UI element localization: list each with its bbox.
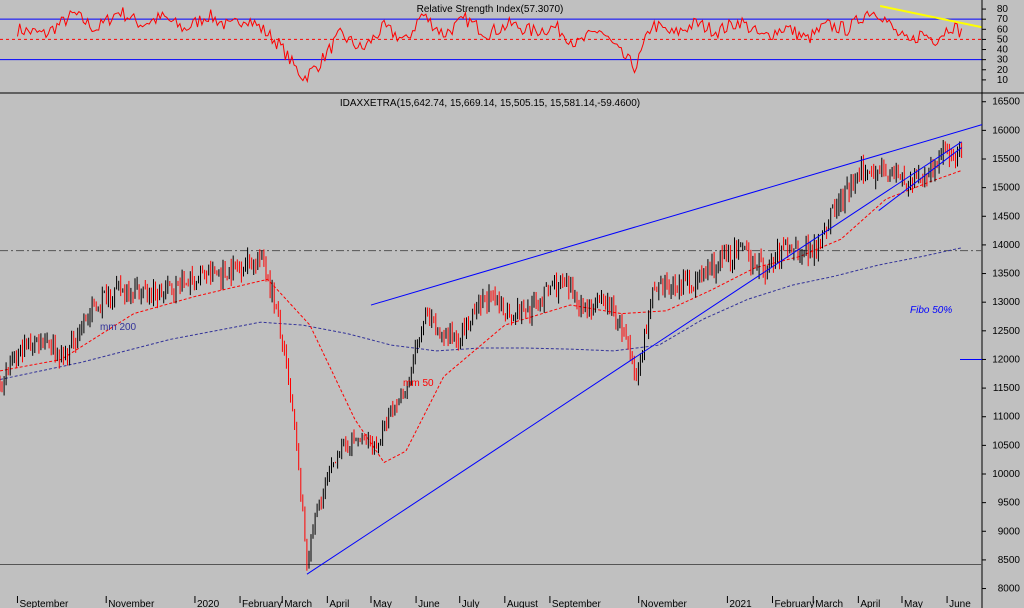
time-tick-label: March [284, 599, 312, 608]
price-tick-label: 13000 [992, 297, 1020, 308]
time-tick-label: March [815, 599, 843, 608]
price-tick-label: 8000 [998, 584, 1021, 595]
rsi-gridlines [0, 18, 982, 61]
ma200-line [0, 247, 962, 380]
ma50-line [0, 170, 962, 464]
time-tick-label: August [507, 599, 538, 608]
time-tick-label: November [108, 599, 155, 608]
time-tick-label: November [641, 599, 688, 608]
trendlines [306, 124, 983, 575]
time-tick-label: September [552, 599, 602, 608]
rsi-tick-label: 40 [997, 45, 1009, 56]
ma50-label: mm 50 [403, 378, 434, 389]
price-tick-label: 14500 [992, 211, 1020, 222]
time-tick-label: 2020 [197, 599, 220, 608]
time-tick-label: February [242, 599, 282, 608]
rsi-tick-label: 20 [997, 65, 1009, 76]
rsi-tick-label: 70 [997, 14, 1009, 25]
time-tick-label: April [860, 599, 880, 608]
time-tick-label: February [775, 599, 815, 608]
price-tick-label: 16000 [992, 125, 1020, 136]
time-tick-label: June [949, 599, 971, 608]
price-tick-label: 9500 [998, 498, 1021, 509]
price-tick-label: 15000 [992, 183, 1020, 194]
price-tick-label: 10000 [992, 469, 1020, 480]
time-tick-label: 2021 [729, 599, 752, 608]
time-tick-label: May [904, 599, 923, 608]
time-tick-label: April [329, 599, 349, 608]
price-tick-label: 14000 [992, 240, 1020, 251]
price-trendline [306, 141, 962, 575]
fibo-label: Fibo 50% [910, 305, 952, 316]
price-axis: 8000 8500 9000 9500 10000 10500 11000 11500 1200… [982, 97, 1020, 595]
time-tick-label: June [418, 599, 440, 608]
rsi-tick-label: 60 [997, 24, 1009, 35]
price-tick-label: 11000 [993, 412, 1021, 423]
time-tick-label: July [462, 599, 480, 608]
rsi-line [17, 7, 963, 84]
price-panel: 8000 8500 9000 9500 10000 10500 11000 11500 1200… [0, 97, 1020, 595]
price-title: IDAXXETRA(15,642.74, 15,669.14, 15,505.1… [340, 98, 640, 109]
rsi-trendline [879, 5, 983, 29]
price-trendline [878, 147, 962, 211]
ma200-label: mm 200 [100, 322, 137, 333]
price-tick-label: 10500 [992, 440, 1020, 451]
price-tick-label: 13500 [992, 269, 1020, 280]
price-candles [0, 140, 963, 571]
rsi-tick-label: 80 [997, 4, 1009, 15]
rsi-title: Relative Strength Index(57.3070) [417, 4, 564, 15]
price-tick-label: 9000 [998, 526, 1021, 537]
price-tick-label: 11500 [993, 383, 1021, 394]
time-tick-label: September [19, 599, 69, 608]
rsi-tick-label: 50 [997, 34, 1009, 45]
time-axis: September November 2020 February March April M… [16, 596, 971, 608]
rsi-tick-label: 10 [997, 75, 1009, 86]
price-trendline [370, 124, 983, 306]
time-tick-label: May [373, 599, 392, 608]
price-tick-label: 12500 [992, 326, 1020, 337]
rsi-tick-label: 30 [997, 55, 1009, 66]
price-tick-label: 16500 [992, 97, 1020, 108]
price-tick-label: 12000 [992, 354, 1020, 365]
price-tick-label: 15500 [992, 154, 1020, 165]
price-tick-label: 8500 [998, 555, 1021, 566]
